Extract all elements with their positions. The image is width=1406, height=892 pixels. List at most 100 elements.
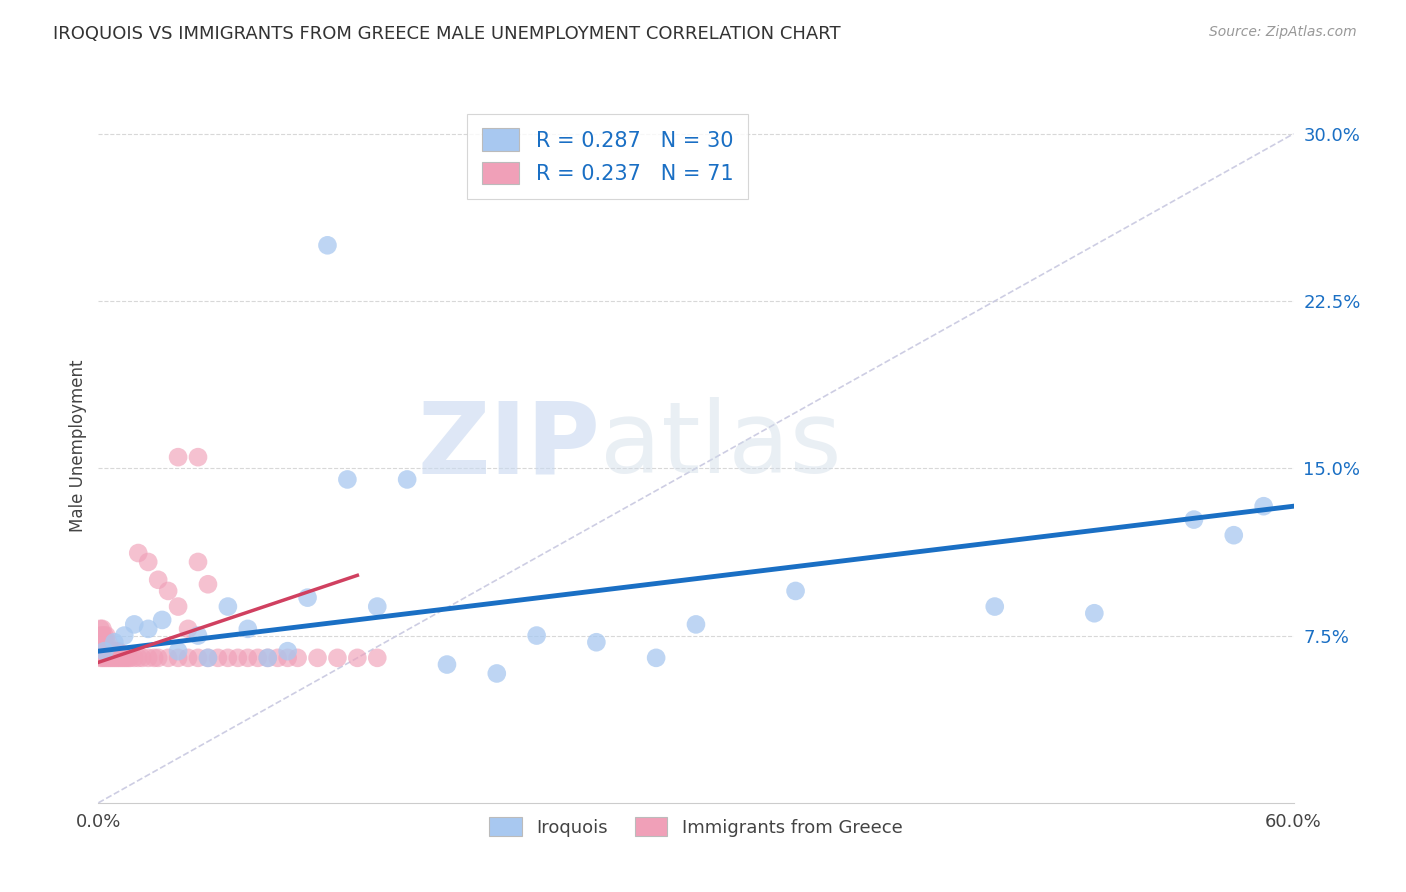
Point [197,651,219,665]
Legend: Iroquois, Immigrants from Greece: Iroquois, Immigrants from Greece [482,809,910,844]
Point [585,635,607,649]
Point [97,635,120,649]
Point [136,651,159,665]
Point [117,651,139,665]
Point [96,644,118,658]
Point [143,651,166,665]
Point [167,450,190,464]
Point [124,651,146,665]
Point [217,651,239,665]
Point [366,651,388,665]
Point [136,555,159,569]
Point [526,628,548,642]
Point [187,628,209,642]
Point [112,628,135,642]
Text: ZIP: ZIP [418,398,600,494]
Point [236,622,259,636]
Point [984,599,1007,614]
Point [167,644,190,658]
Point [89,635,111,649]
Point [226,651,249,665]
Point [124,617,146,632]
Point [148,651,170,665]
Point [105,651,128,665]
Point [96,635,118,649]
Point [93,635,115,649]
Point [91,651,114,665]
Point [207,651,229,665]
Point [148,573,170,587]
Point [110,651,132,665]
Point [93,651,115,665]
Point [396,473,419,487]
Point [157,651,180,665]
Point [267,651,290,665]
Point [485,666,508,681]
Point [1223,528,1246,542]
Point [136,622,159,636]
Point [101,644,124,658]
Point [127,546,149,560]
Point [120,651,142,665]
Point [187,450,209,464]
Point [316,238,339,252]
Point [127,651,149,665]
Text: Source: ZipAtlas.com: Source: ZipAtlas.com [1209,25,1357,39]
Point [187,555,209,569]
Point [157,583,180,598]
Point [167,651,190,665]
Point [256,651,278,665]
Point [1253,499,1275,513]
Point [187,651,209,665]
Point [277,644,299,658]
Point [91,644,114,658]
Point [103,644,125,658]
Text: atlas: atlas [600,398,842,494]
Point [101,651,124,665]
Point [436,657,458,672]
Point [217,599,239,614]
Point [197,651,219,665]
Point [103,635,125,649]
Point [297,591,319,605]
Text: IROQUOIS VS IMMIGRANTS FROM GREECE MALE UNEMPLOYMENT CORRELATION CHART: IROQUOIS VS IMMIGRANTS FROM GREECE MALE … [53,25,841,43]
Point [256,651,278,665]
Point [366,599,388,614]
Point [167,599,190,614]
Point [177,622,200,636]
Point [112,651,135,665]
Point [91,635,114,649]
Point [89,644,111,658]
Point [111,651,134,665]
Point [89,628,111,642]
Point [131,651,153,665]
Point [105,644,128,658]
Point [197,577,219,591]
Y-axis label: Male Unemployment: Male Unemployment [69,359,87,533]
Point [236,651,259,665]
Point [103,651,125,665]
Point [96,628,118,642]
Point [107,651,129,665]
Point [98,644,122,658]
Point [685,617,707,632]
Point [96,651,118,665]
Point [97,644,120,658]
Point [107,644,129,658]
Point [91,622,114,636]
Point [1083,607,1105,621]
Point [287,651,309,665]
Point [93,628,115,642]
Point [307,651,329,665]
Point [93,644,115,658]
Point [785,583,807,598]
Point [277,651,299,665]
Point [97,651,120,665]
Point [246,651,269,665]
Point [91,628,114,642]
Point [177,651,200,665]
Point [150,613,173,627]
Point [645,651,668,665]
Point [115,651,138,665]
Point [346,651,368,665]
